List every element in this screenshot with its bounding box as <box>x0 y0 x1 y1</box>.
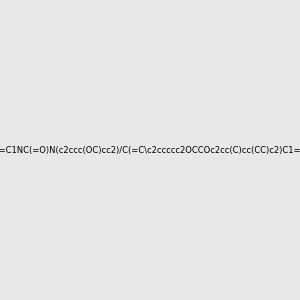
Text: O=C1NC(=O)N(c2ccc(OC)cc2)/C(=C\c2ccccc2OCCOc2cc(C)cc(CC)c2)C1=O: O=C1NC(=O)N(c2ccc(OC)cc2)/C(=C\c2ccccc2O… <box>0 146 300 154</box>
